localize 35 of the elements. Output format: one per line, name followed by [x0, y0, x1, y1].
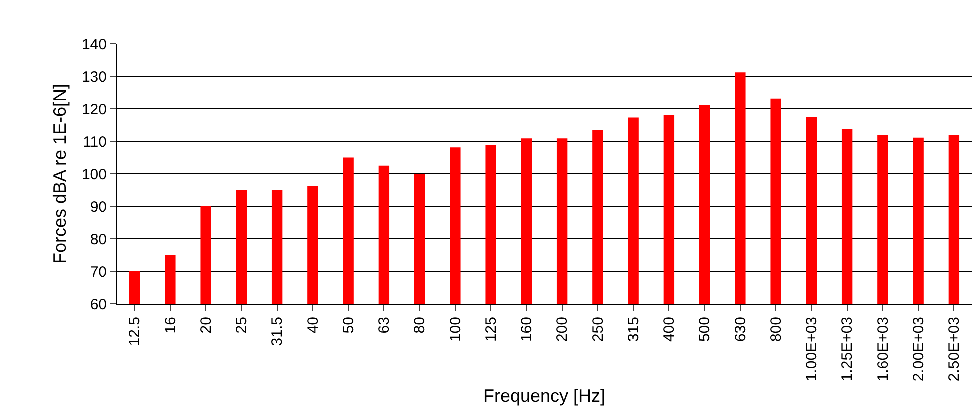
- x-tick-label: 100: [447, 317, 464, 342]
- x-tick-label: 2.50E+03: [946, 317, 964, 382]
- y-tick-label: 90: [90, 198, 107, 216]
- x-tick-label: 25: [234, 317, 251, 334]
- y-tick-label: 100: [82, 166, 107, 184]
- x-tick-label: 20: [198, 317, 215, 334]
- x-tick-label: 800: [768, 317, 785, 342]
- x-tick-label: 125: [482, 317, 500, 342]
- x-tick-label: 630: [732, 317, 750, 342]
- x-tick-label: 500: [696, 317, 714, 342]
- y-tick-label: 80: [90, 231, 107, 248]
- y-tick-label: 70: [90, 264, 107, 281]
- x-tick-label: 1.25E+03: [839, 317, 856, 382]
- x-tick-label: 400: [661, 317, 678, 342]
- x-tick-label: 40: [304, 317, 322, 334]
- x-tick-label: 315: [625, 317, 642, 342]
- x-tick-label: 250: [590, 317, 607, 342]
- x-tick-label: 16: [162, 317, 180, 334]
- y-tick-label: 140: [82, 36, 107, 54]
- x-tick-label: 160: [518, 317, 536, 342]
- x-tick-label: 1.00E+03: [804, 317, 821, 382]
- x-tick-label: 80: [412, 317, 429, 334]
- y-tick-label: 60: [90, 296, 107, 314]
- y-tick-label: 120: [82, 101, 107, 118]
- y-tick-label: 130: [82, 68, 107, 86]
- x-tick-label: 12.5: [126, 317, 144, 346]
- y-tick-label: 110: [83, 134, 107, 151]
- x-tick-label: 63: [376, 317, 394, 334]
- x-tick-label: 1.60E+03: [874, 317, 892, 382]
- x-tick-label: 50: [340, 317, 358, 334]
- x-tick-label: 31.5: [269, 317, 286, 346]
- x-axis-title: Frequency [Hz]: [483, 386, 606, 406]
- x-tick-label: 2.00E+03: [910, 317, 928, 382]
- x-tick-label: 200: [554, 317, 572, 342]
- y-axis-title: Forces dBA re 1E-6[N]: [50, 84, 70, 264]
